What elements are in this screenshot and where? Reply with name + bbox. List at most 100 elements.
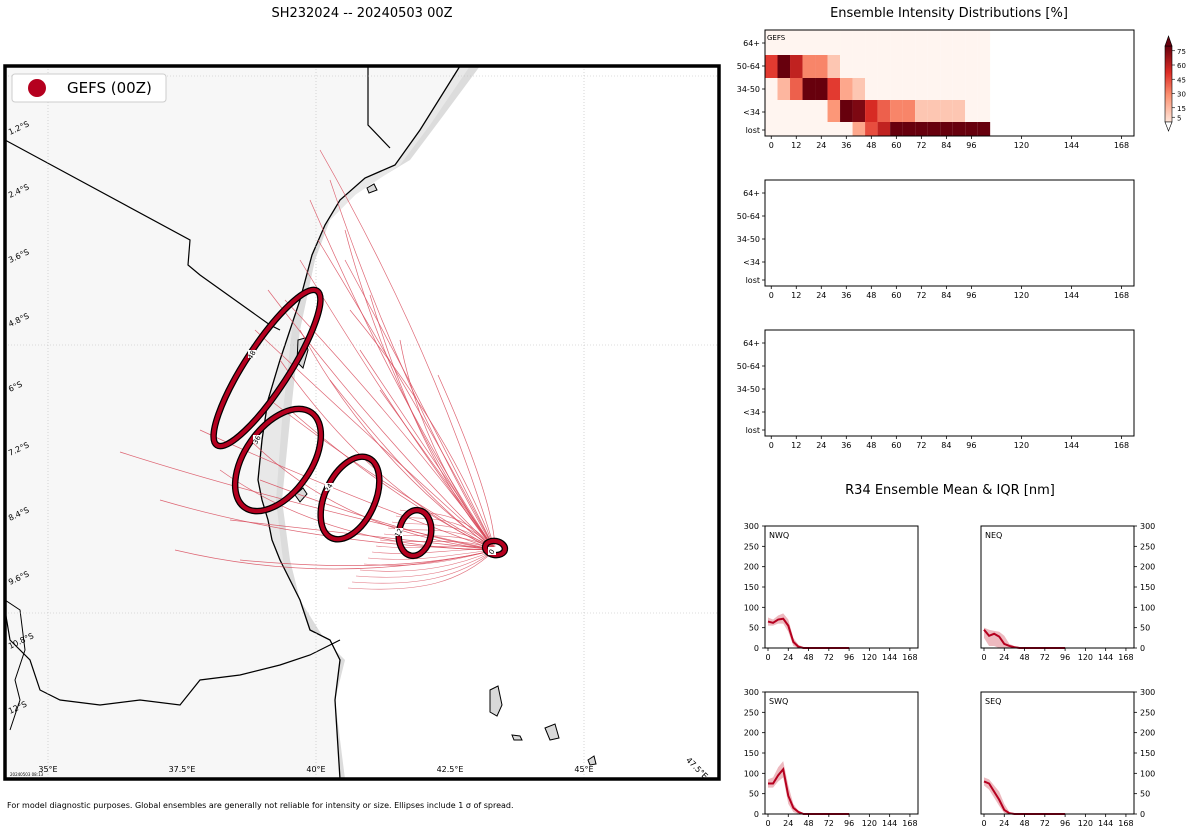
intensity-cell — [790, 30, 803, 55]
x-tick-label: 24 — [783, 819, 793, 828]
x-tick-label: 120 — [1078, 819, 1093, 828]
footnote: For model diagnostic purposes. Global en… — [7, 801, 514, 810]
x-tick-label: 72 — [916, 141, 926, 150]
uncertainty-ellipses: 0 12 24 36 48 — [210, 286, 509, 560]
x-tick-label: 168 — [1118, 653, 1133, 662]
intensity-cell — [977, 78, 991, 100]
intensity-cell — [877, 55, 891, 78]
ensemble-track — [199, 429, 496, 551]
intensity-cell — [865, 30, 878, 55]
x-tick-label: 120 — [1014, 441, 1029, 450]
y-tick-label: 300 — [1140, 522, 1155, 531]
intensity-panel-3: 64+ 50-64 34-50 <34 lost 0 12 24 36 48 60 72 84 96 120… — [737, 329, 1135, 450]
island-moheli — [511, 734, 523, 741]
y-tick-label: 0 — [754, 644, 759, 653]
intensity-cell — [827, 100, 841, 122]
x-tick-label: 60 — [891, 441, 901, 450]
x-tick-label: 84 — [941, 441, 951, 450]
y-tick-label: 100 — [744, 603, 759, 612]
y-tick-label: 100 — [744, 769, 759, 778]
ensemble-track — [344, 259, 496, 551]
x-tick-label: 84 — [941, 291, 951, 300]
intensity-cell — [977, 30, 991, 55]
x-tick-label: 144 — [1098, 819, 1113, 828]
x-tick-label: 48 — [1019, 819, 1029, 828]
intensity-cell — [865, 55, 878, 78]
ensemble-track — [249, 439, 496, 551]
island-mayotte — [587, 755, 597, 766]
row-label: 34-50 — [737, 385, 760, 394]
intensity-cell — [802, 100, 816, 122]
intensity-cell — [902, 30, 916, 55]
intensity-cell — [915, 55, 928, 78]
legend-box — [11, 73, 167, 103]
intensity-cell — [940, 30, 953, 55]
intensity-cell — [765, 78, 778, 100]
x-tick-label: 60 — [891, 141, 901, 150]
r34-quadrant-label: SEQ — [985, 697, 1001, 706]
x-tick-label: 72 — [1040, 819, 1050, 828]
intensity-cell — [902, 55, 916, 78]
intensity-cell — [777, 30, 791, 55]
intensity-cell — [940, 78, 953, 100]
intensity-cell — [852, 78, 866, 100]
intensity-cell — [890, 100, 903, 122]
row-label: <34 — [743, 258, 760, 267]
r34-panel-nwq: NWQ 0 50 100 150 200 250 300 0 24 48 72 96 120 144 168 — [744, 522, 919, 662]
y-tick-label: 200 — [744, 729, 759, 738]
lon-tick-label: 42.5°E — [437, 765, 464, 774]
run-stamp: 20240503 08:13 — [10, 772, 44, 777]
ellipse-label: 0 — [487, 548, 496, 556]
intensity-cell — [790, 78, 803, 100]
intensity-cell — [915, 30, 928, 55]
intensity-cell — [927, 122, 941, 136]
y-tick-label: 150 — [1140, 749, 1155, 758]
ensemble-track — [329, 179, 496, 551]
map-area: 0 12 24 36 48 — [5, 66, 719, 779]
colorbar-bar — [1164, 45, 1173, 123]
intensity-cell — [777, 122, 791, 136]
r34-frame — [980, 691, 1135, 815]
x-tick-label: 72 — [1040, 653, 1050, 662]
intensity-cell — [965, 30, 978, 55]
x-tick-label: 72 — [824, 819, 834, 828]
intensity-cell — [790, 100, 803, 122]
x-tick-label: 144 — [1064, 141, 1079, 150]
x-tick-label: 96 — [966, 441, 976, 450]
x-tick-label: 48 — [1019, 653, 1029, 662]
colorbar-tick-label: 5 — [1177, 114, 1181, 122]
x-tick-label: 12 — [791, 441, 801, 450]
intensity-cell — [827, 78, 841, 100]
x-tick-label: 120 — [862, 819, 877, 828]
x-tick-label: 12 — [791, 141, 801, 150]
intensity-cell — [940, 100, 953, 122]
row-label: lost — [746, 126, 760, 135]
intensity-cell — [965, 122, 978, 136]
x-tick-label: 48 — [803, 819, 813, 828]
colorbar-tick-label: 60 — [1177, 62, 1186, 70]
intensity-cell — [902, 100, 916, 122]
intensity-cell — [765, 55, 778, 78]
x-tick-label: 120 — [1014, 141, 1029, 150]
intensity-cell — [915, 122, 928, 136]
x-tick-label: 0 — [769, 141, 774, 150]
intensity-cell — [777, 100, 791, 122]
intensity-cell — [952, 100, 966, 122]
x-tick-label: 96 — [966, 141, 976, 150]
row-label: 50-64 — [737, 212, 760, 221]
x-tick-label: 96 — [844, 653, 854, 662]
row-label: 34-50 — [737, 85, 760, 94]
lon-tick-label: 37.5°E — [169, 765, 196, 774]
ensemble-track — [319, 149, 496, 551]
intensity-cell — [915, 78, 928, 100]
ensemble-track — [437, 374, 496, 551]
r34-panel-swq: SWQ 0 50 100 150 200 250 300 0 24 48 72 96 120 144 168 — [744, 688, 919, 828]
y-tick-label: 150 — [1140, 583, 1155, 592]
border-somalia-kenya — [367, 66, 391, 149]
intensity-cell — [977, 55, 991, 78]
island-north — [366, 183, 378, 194]
intensity-frame — [764, 29, 1135, 137]
intensity-cell — [865, 78, 878, 100]
